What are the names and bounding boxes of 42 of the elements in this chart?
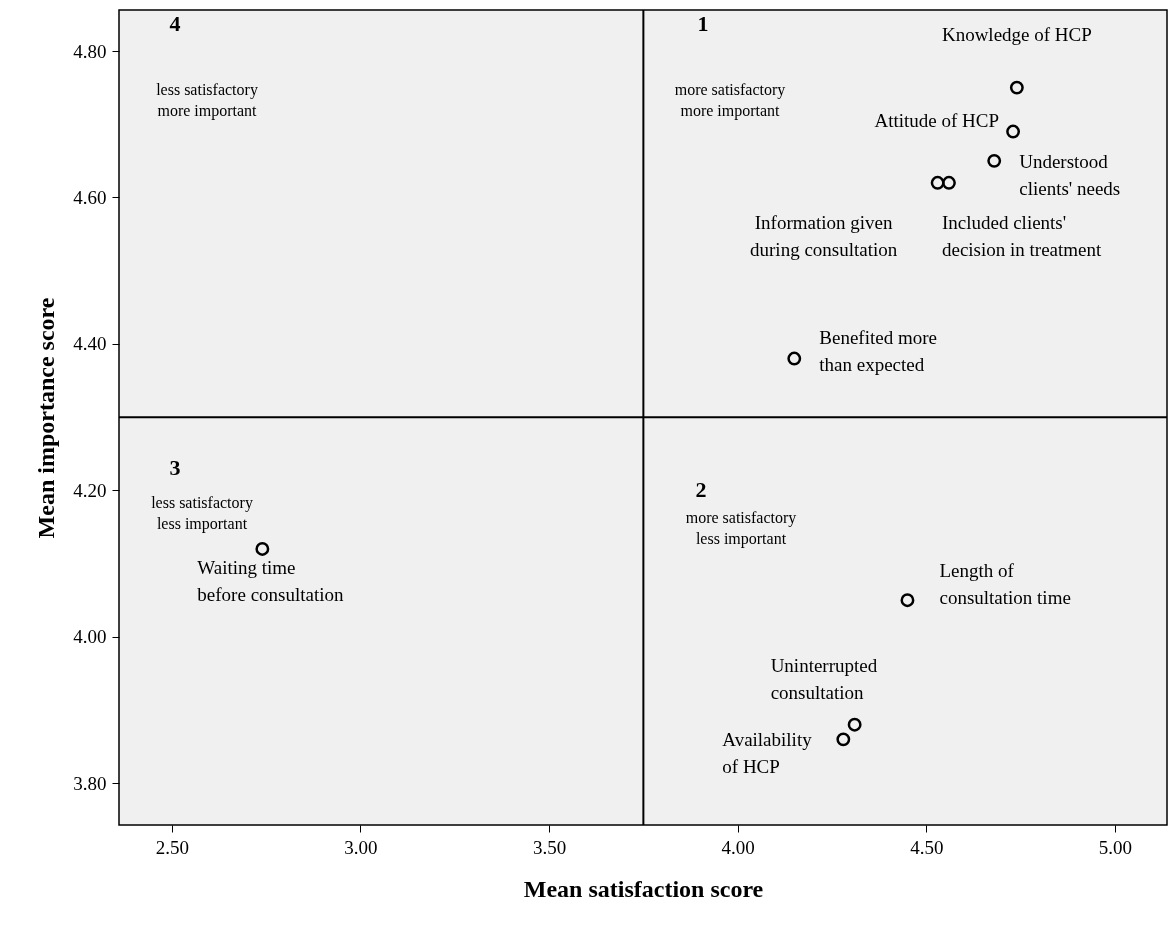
annotation: 1 [697,11,709,36]
x-tick-label: 5.00 [1098,836,1133,858]
y-tick-label: 4.20 [73,479,107,501]
annotation: less satisfactory less important [151,494,253,533]
x-tick-label: 4.50 [910,836,944,858]
annotation: 2 [695,477,707,502]
point [1006,124,1021,139]
point [942,175,956,190]
y-tick-label: 4.80 [73,40,107,62]
y-axis-title: Mean importance score [33,297,60,539]
point [1009,80,1024,95]
annotation: less satisfactory more important [156,81,258,120]
point [255,542,270,556]
annotation: Included clients' decision in treatment [941,211,1103,260]
x-tick-label: 3.00 [344,836,378,858]
x-tick-label: 4.00 [721,836,755,858]
x-tick-label: 2.50 [155,836,189,858]
x-tick-label: 3.50 [532,836,567,858]
point [930,175,945,190]
annotation: more satisfactory less important [685,509,797,548]
y-tick-label: 4.00 [73,626,107,648]
point [836,732,851,747]
point [787,351,802,366]
y-tick-label: 3.80 [73,772,107,794]
annotation: Knowledge of HCP [941,23,1092,45]
point [900,593,915,608]
annotation: Uninterrupted consultation [770,654,878,703]
annotation: Length of consultation time [939,560,1071,609]
annotation: Understood clients' needs [1019,150,1121,199]
annotation: Waiting time before consultation [197,556,344,605]
y-tick-label: 4.60 [73,186,107,208]
annotation: more satisfactory more important [674,81,786,120]
annotation: 4 [169,11,181,36]
annotation: Information given during consultation [750,211,898,260]
x-axis-title: Mean satisfaction score [523,875,764,902]
y-tick-label: 4.40 [73,333,107,355]
point [987,153,1002,168]
annotation: 3 [169,455,181,480]
annotation: Attitude of HCP [874,109,1000,131]
annotation: Benefited more than expected [819,326,937,375]
annotation: Availability of HCP [722,729,813,778]
point [847,717,862,732]
